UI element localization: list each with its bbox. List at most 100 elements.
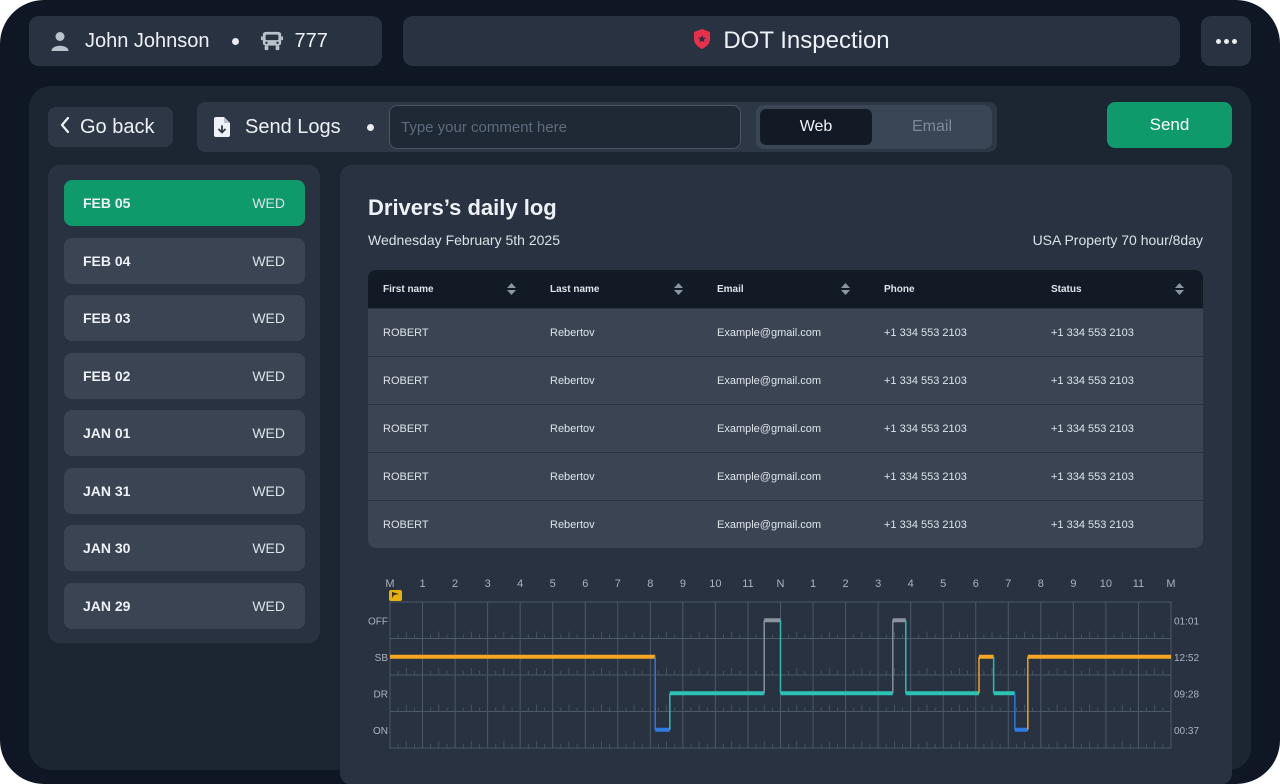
table-row[interactable]: ROBERT Rebertov Example@gmail.com +1 334… xyxy=(368,404,1203,452)
cell-phone: +1 334 553 2103 xyxy=(884,374,967,387)
vehicle-number: 777 xyxy=(294,29,328,52)
hour-tick-label: 7 xyxy=(1005,578,1011,590)
separator-dot xyxy=(367,124,374,131)
table-row[interactable]: ROBERT Rebertov Example@gmail.com +1 334… xyxy=(368,356,1203,404)
weekday-label: WED xyxy=(252,482,285,499)
date-item-jan-30[interactable]: JAN 30 WED xyxy=(64,525,305,571)
date-label: JAN 01 xyxy=(83,425,131,441)
weekday-label: WED xyxy=(252,540,285,556)
cell-status: +1 334 553 2103 xyxy=(1051,470,1134,483)
log-title: Drivers’s daily log xyxy=(368,195,557,220)
driver-info[interactable]: John Johnson 777 xyxy=(29,16,382,66)
weekday-label: WED xyxy=(252,367,285,384)
hour-tick-label: 10 xyxy=(1100,578,1112,590)
cell-status: +1 334 553 2103 xyxy=(1051,374,1134,387)
hour-tick-label: 1 xyxy=(419,578,425,590)
column-first-name[interactable]: First name xyxy=(368,270,535,308)
column-phone[interactable]: Phone xyxy=(869,270,1036,308)
date-label: JAN 31 xyxy=(83,482,131,499)
hour-tick-label: 11 xyxy=(1133,578,1144,590)
table-row[interactable]: ROBERT Rebertov Example@gmail.com +1 334… xyxy=(368,308,1203,356)
hour-tick-label: 5 xyxy=(550,578,556,590)
column-last-name[interactable]: Last name xyxy=(535,270,702,308)
date-item-feb-04[interactable]: FEB 04 WED xyxy=(64,237,305,284)
column-label: Last name xyxy=(550,283,600,295)
status-total-label: 09:28 xyxy=(1174,689,1199,700)
cell-last-name: Rebertov xyxy=(550,326,595,339)
shield-badge-icon xyxy=(693,28,711,54)
cell-phone: +1 334 553 2103 xyxy=(884,470,967,483)
hour-tick-label: 2 xyxy=(843,578,849,590)
channel-email-option[interactable]: Email xyxy=(911,118,952,135)
hour-tick-label: 8 xyxy=(647,578,653,590)
sort-icon[interactable] xyxy=(841,283,850,298)
document-icon xyxy=(213,116,231,143)
hour-tick-label: 6 xyxy=(582,578,588,590)
hour-tick-label: 2 xyxy=(452,578,458,590)
hour-tick-label: 11 xyxy=(742,578,753,590)
date-label: FEB 05 xyxy=(83,195,131,211)
date-label: FEB 03 xyxy=(83,310,131,326)
cell-email: Example@gmail.com xyxy=(717,374,822,387)
hour-tick-label: M xyxy=(1166,578,1175,590)
send-logs-label: Send Logs xyxy=(245,116,341,138)
hour-tick-label: 8 xyxy=(1038,578,1044,590)
date-item-jan-29[interactable]: JAN 29 WED xyxy=(64,582,305,629)
cell-phone: +1 334 553 2103 xyxy=(884,422,967,435)
separator-dot xyxy=(231,37,239,45)
date-item-jan-31[interactable]: JAN 31 WED xyxy=(64,467,305,514)
cell-last-name: Rebertov xyxy=(550,422,595,435)
date-label: FEB 04 xyxy=(83,252,131,269)
column-email[interactable]: Email xyxy=(702,270,869,308)
date-label: JAN 29 xyxy=(83,597,131,614)
column-label: Status xyxy=(1051,283,1082,295)
cell-phone: +1 334 553 2103 xyxy=(884,326,967,339)
hos-duty-chart: M 1 2 3 4 5 6 7 8 9 10 11 N 1 2 3 4 5 6 7 8 9 10 11 M OFF SB DR ON 01… xyxy=(368,578,1199,749)
cell-first-name: ROBERT xyxy=(383,518,429,531)
driver-flag-glyph xyxy=(392,592,399,598)
hour-tick-label: 10 xyxy=(709,578,721,590)
date-item-feb-02[interactable]: FEB 02 WED xyxy=(64,352,305,399)
truck-icon xyxy=(260,30,283,52)
weekday-label: WED xyxy=(252,252,285,269)
channel-web-option[interactable]: Web xyxy=(760,109,872,145)
status-label: SB xyxy=(375,653,389,664)
cell-email: Example@gmail.com xyxy=(717,470,822,483)
date-item-feb-03[interactable]: FEB 03 WED xyxy=(64,295,305,341)
table-header: First name Last name Email Phone Status xyxy=(368,270,1203,308)
column-status[interactable]: Status xyxy=(1036,270,1203,308)
weekday-label: WED xyxy=(252,597,285,614)
status-total-label: 12:52 xyxy=(1174,653,1199,664)
hour-tick-label: M xyxy=(385,578,394,590)
more-options-button[interactable] xyxy=(1201,16,1251,66)
table-row[interactable]: ROBERT Rebertov Example@gmail.com +1 334… xyxy=(368,452,1203,500)
driver-flag-icon xyxy=(389,590,402,601)
date-item-jan-01[interactable]: JAN 01 WED xyxy=(64,410,305,456)
hos-rule: USA Property 70 hour/8day xyxy=(1032,232,1203,248)
status-total-label: 01:01 xyxy=(1174,616,1199,627)
comment-input[interactable] xyxy=(389,105,741,149)
hour-tick-label: 7 xyxy=(615,578,621,590)
cell-status: +1 334 553 2103 xyxy=(1051,422,1134,435)
column-label: Email xyxy=(717,283,744,295)
go-back-button[interactable]: Go back xyxy=(48,107,173,147)
hour-tick-label: 4 xyxy=(908,578,914,590)
date-label: FEB 02 xyxy=(83,367,131,384)
hour-tick-label: N xyxy=(777,578,785,590)
send-button[interactable]: Send xyxy=(1107,102,1232,148)
sort-icon[interactable] xyxy=(1175,283,1184,298)
hour-tick-label: 9 xyxy=(1070,578,1076,590)
cell-last-name: Rebertov xyxy=(550,470,595,483)
channel-toggle: Web Email xyxy=(756,105,992,149)
cell-email: Example@gmail.com xyxy=(717,422,822,435)
go-back-label: Go back xyxy=(80,115,155,138)
date-item-feb-05[interactable]: FEB 05 WED xyxy=(64,180,305,226)
weekday-label: WED xyxy=(252,310,285,326)
table-row[interactable]: ROBERT Rebertov Example@gmail.com +1 334… xyxy=(368,500,1203,548)
hour-tick-label: 3 xyxy=(485,578,491,590)
sort-icon[interactable] xyxy=(507,283,516,298)
cell-first-name: ROBERT xyxy=(383,374,429,387)
sort-icon[interactable] xyxy=(674,283,683,298)
hour-tick-label: 9 xyxy=(680,578,686,590)
